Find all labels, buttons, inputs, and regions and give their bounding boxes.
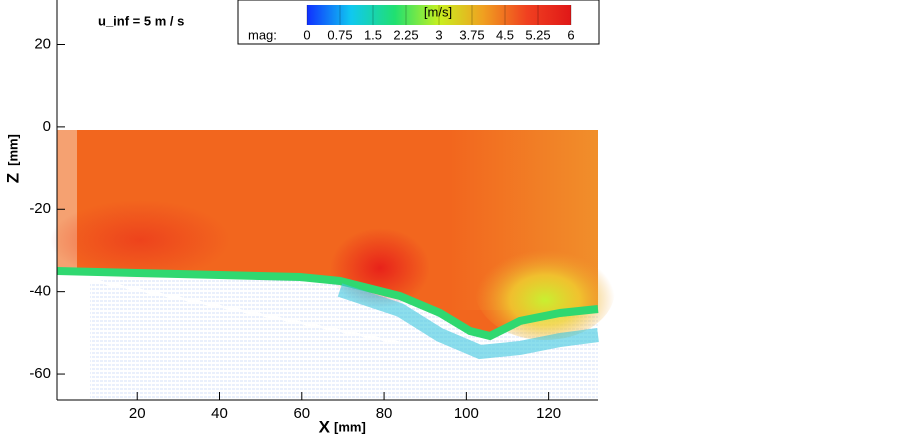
colorbar-tick-label: 3.75: [459, 27, 484, 42]
x-axis-label: X: [319, 417, 331, 436]
colorbar-tick-label: 0: [303, 27, 310, 42]
colorbar-tick-label: 2.25: [393, 27, 418, 42]
x-tick-label: 100: [454, 405, 479, 422]
colorbar-tick-label: 4.5: [496, 27, 514, 42]
colorbar-tick-label: 0.75: [327, 27, 352, 42]
annotation: u_inf = 5 m / s: [98, 13, 184, 28]
x-tick-label: 120: [536, 405, 561, 422]
x-tick-label: 80: [376, 405, 393, 422]
shear-layer: [56, 267, 599, 341]
x-tick-label: 60: [293, 405, 310, 422]
colorbar-tick-label: 5.25: [525, 27, 550, 42]
y-tick-label: -40: [29, 283, 51, 300]
x-tick-label: 20: [129, 405, 146, 422]
vector-field: [50, 130, 615, 400]
colorbar-label: mag:: [248, 27, 277, 42]
plate: [89, 278, 401, 345]
y-axis-label: Z: [3, 173, 22, 183]
colorbar-tick-label: 1.5: [364, 27, 382, 42]
wake: [337, 283, 599, 360]
x-axis-unit: [mm]: [334, 419, 366, 434]
y-tick-label: -60: [29, 365, 51, 382]
colorbar-title: [m/s]: [424, 4, 452, 19]
recovery-zone: [475, 240, 615, 340]
colorbar-tick-label: 3: [435, 27, 442, 42]
high-speed-zone: [50, 200, 230, 280]
colorbar-tick-label: 6: [567, 27, 574, 42]
x-tick-label: 40: [211, 405, 228, 422]
y-tick-label: 20: [34, 35, 51, 52]
y-axis-unit: [mm]: [5, 134, 20, 166]
y-tick-label: -20: [29, 200, 51, 217]
y-tick-label: 0: [43, 118, 51, 135]
